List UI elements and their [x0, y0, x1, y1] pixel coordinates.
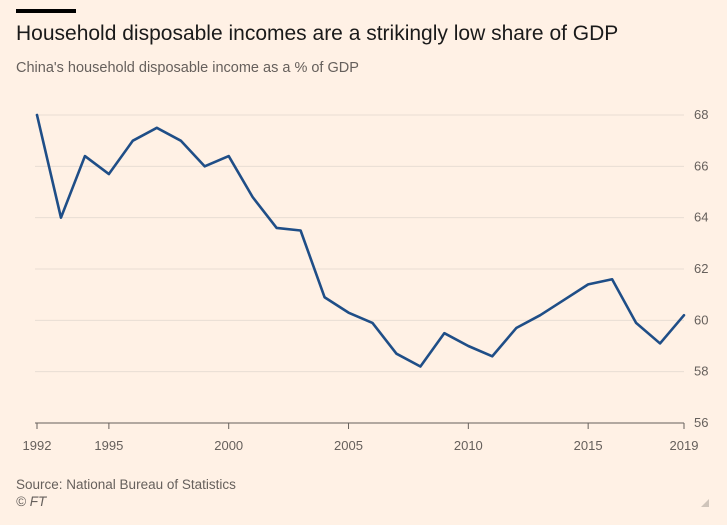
series-line — [35, 113, 686, 368]
chart-subtitle: China's household disposable income as a… — [16, 60, 359, 76]
x-tick-label: 1995 — [94, 438, 123, 450]
y-axis: 68 66 64 62 60 58 56 — [694, 107, 708, 430]
x-tick-label: 2015 — [574, 438, 603, 450]
x-tick-label: 2005 — [334, 438, 363, 450]
y-tick-label: 64 — [694, 210, 708, 225]
y-tick-label: 58 — [694, 364, 708, 379]
chart-title: Household disposable incomes are a strik… — [16, 22, 619, 45]
x-tick-label: 2000 — [214, 438, 243, 450]
y-tick-label: 66 — [694, 158, 708, 173]
x-tick-label: 1992 — [23, 438, 52, 450]
line-chart: 68 66 64 62 60 58 56 1992 1995 2000 2005 2010 2015 2… — [23, 107, 709, 450]
y-tick-label: 62 — [694, 261, 708, 276]
resize-grip-icon — [701, 499, 709, 507]
x-tick-label: 2010 — [454, 438, 483, 450]
source-note: Source: National Bureau of Statistics — [16, 477, 236, 492]
header-rule — [16, 9, 76, 13]
x-axis: 1992 1995 2000 2005 2010 2015 2019 — [23, 423, 699, 450]
y-tick-label: 56 — [694, 415, 708, 430]
gridlines — [35, 114, 684, 424]
y-tick-label: 68 — [694, 107, 708, 122]
x-tick-label: 2019 — [670, 438, 699, 450]
ft-credit: © FT — [16, 494, 47, 509]
y-tick-label: 60 — [694, 312, 708, 327]
series-layer — [35, 113, 686, 368]
